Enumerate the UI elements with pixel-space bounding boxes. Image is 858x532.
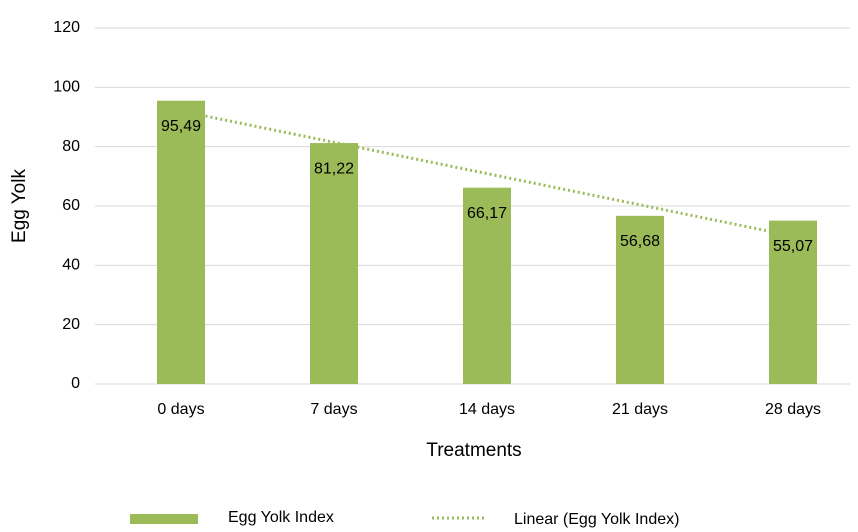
x-tick-label: 21 days — [612, 401, 668, 418]
x-axis-title: Treatments — [426, 440, 521, 461]
legend-label: Linear (Egg Yolk Index) — [514, 511, 679, 528]
y-tick-label: 0 — [71, 375, 80, 392]
legend-swatch — [130, 514, 198, 524]
y-tick-label: 40 — [62, 257, 80, 274]
x-tick-label: 14 days — [459, 401, 515, 418]
bar — [463, 187, 511, 384]
data-label: 95,49 — [161, 118, 201, 135]
x-tick-label: 0 days — [157, 401, 204, 418]
y-tick-label: 120 — [53, 19, 80, 36]
x-tick-label: 28 days — [765, 401, 821, 418]
trendline — [180, 109, 794, 238]
bar — [310, 143, 358, 384]
y-tick-label: 60 — [62, 197, 80, 214]
bar — [769, 220, 817, 384]
y-axis-title: Egg Yolk — [9, 169, 30, 243]
data-label: 55,07 — [773, 238, 813, 255]
y-tick-label: 100 — [53, 79, 80, 96]
bar — [616, 215, 664, 384]
y-tick-label: 20 — [62, 316, 80, 333]
bar — [157, 100, 205, 384]
data-label: 66,17 — [467, 205, 507, 222]
legend-label: Egg Yolk Index — [228, 509, 334, 526]
y-tick-label: 80 — [62, 138, 80, 155]
data-label: 56,68 — [620, 233, 660, 250]
x-tick-label: 7 days — [310, 401, 357, 418]
data-label: 81,22 — [314, 160, 354, 177]
